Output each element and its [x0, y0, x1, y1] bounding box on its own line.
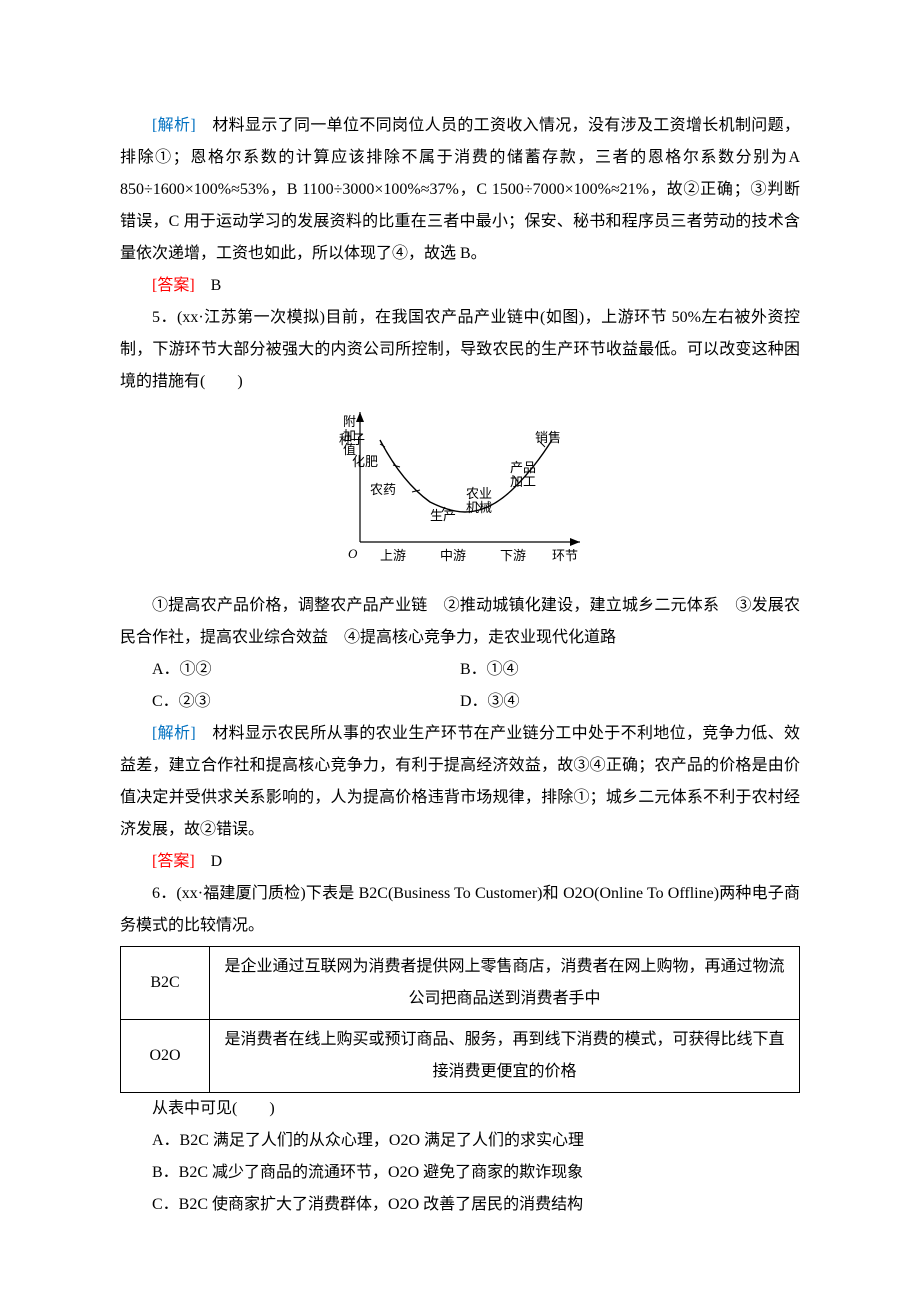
q6-table: B2C 是企业通过互联网为消费者提供网上零售商店，消费者在网上购物，再通过物流公…: [120, 946, 800, 1093]
answer-label: [答案]: [152, 277, 195, 294]
q5-options: A．①② B．①④ C．②③ D．③④: [120, 654, 800, 718]
answer-label: [答案]: [152, 853, 195, 870]
q4-answer: [答案] B: [120, 270, 800, 302]
row-desc-o2o: 是消费者在线上购买或预订商品、服务，再到线下消费的模式，可获得比线下直接消费更便…: [210, 1020, 800, 1093]
pt-label-2: 农药: [370, 482, 396, 497]
table-row: O2O 是消费者在线上购买或预订商品、服务，再到线下消费的模式，可获得比线下直接…: [121, 1020, 800, 1093]
q4-analysis: [解析] 材料显示了同一单位不同岗位人员的工资收入情况，没有涉及工资增长机制问题…: [120, 110, 800, 270]
x-label-2: 下游: [500, 548, 526, 563]
x-axis-arrow: [570, 538, 580, 546]
y-axis-label-1: 附: [343, 414, 356, 429]
q5-chart: 附 加 值 O 上游 中游 下游 环节 种子 化肥: [120, 402, 800, 582]
pt-label-4a: 农业: [466, 486, 492, 501]
x-label-1: 中游: [440, 548, 466, 563]
x-label-0: 上游: [380, 548, 406, 563]
y-axis-arrow: [356, 412, 364, 422]
pt-label-6: 销售: [535, 430, 561, 445]
q5-analysis: [解析] 材料显示农民所从事的农业生产环节在产业链分工中处于不利地位，竞争力低、…: [120, 718, 800, 846]
q5-answer: [答案] D: [120, 846, 800, 878]
q5-stem: 5．(xx·江苏第一次模拟)目前，在我国农产品产业链中(如图)，上游环节 50%…: [120, 302, 800, 398]
analysis-label: [解析]: [152, 725, 196, 742]
q6-follow: 从表中可见( ): [120, 1093, 800, 1125]
origin-label: O: [348, 546, 358, 561]
q5-option-b: B．①④: [460, 654, 800, 686]
answer-value: D: [195, 853, 223, 870]
q5-option-c: C．②③: [120, 686, 460, 718]
row-desc-b2c: 是企业通过互联网为消费者提供网上零售商店，消费者在网上购物，再通过物流公司把商品…: [210, 947, 800, 1020]
pt-label-1: 化肥: [352, 454, 378, 469]
smile-curve-chart: 附 加 值 O 上游 中游 下游 环节 种子 化肥: [320, 402, 600, 582]
row-label-o2o: O2O: [121, 1020, 210, 1093]
q6-stem: 6．(xx·福建厦门质检)下表是 B2C(Business To Custome…: [120, 878, 800, 942]
pt-label-0: 种子: [339, 432, 365, 447]
pt-label-3: 生产: [430, 508, 456, 523]
q6-option-c: C．B2C 使商家扩大了消费群体，O2O 改善了居民的消费结构: [120, 1189, 800, 1221]
x-label-3: 环节: [552, 548, 578, 563]
row-label-b2c: B2C: [121, 947, 210, 1020]
answer-value: B: [195, 277, 222, 294]
q5-option-d: D．③④: [460, 686, 800, 718]
q6-option-a: A．B2C 满足了人们的从众心理，O2O 满足了人们的求实心理: [120, 1125, 800, 1157]
pt-label-5a: 产品: [510, 460, 536, 475]
table-row: B2C 是企业通过互联网为消费者提供网上零售商店，消费者在网上购物，再通过物流公…: [121, 947, 800, 1020]
pt-label-4b: 机械: [466, 500, 492, 515]
q6-option-b: B．B2C 减少了商品的流通环节，O2O 避免了商家的欺诈现象: [120, 1157, 800, 1189]
q5-statements: ①提高农产品价格，调整农产品产业链 ②推动城镇化建设，建立城乡二元体系 ③发展农…: [120, 590, 800, 654]
q5-option-a: A．①②: [120, 654, 460, 686]
analysis-text: 材料显示农民所从事的农业生产环节在产业链分工中处于不利地位，竞争力低、效益差，建…: [120, 725, 800, 838]
analysis-text: 材料显示了同一单位不同岗位人员的工资收入情况，没有涉及工资增长机制问题，排除①；…: [120, 117, 800, 262]
analysis-label: [解析]: [152, 117, 196, 134]
pt-label-5b: 加工: [510, 474, 536, 489]
